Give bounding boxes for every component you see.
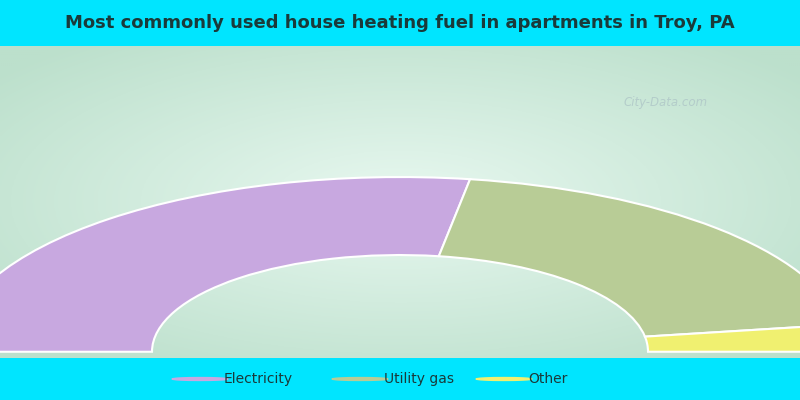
Wedge shape <box>0 177 470 352</box>
Circle shape <box>476 378 532 380</box>
Text: Most commonly used house heating fuel in apartments in Troy, PA: Most commonly used house heating fuel in… <box>65 14 735 32</box>
Wedge shape <box>645 324 800 352</box>
Circle shape <box>172 378 228 380</box>
Text: City-Data.com: City-Data.com <box>624 96 708 109</box>
Text: Other: Other <box>528 372 567 386</box>
Wedge shape <box>438 179 800 337</box>
Circle shape <box>332 378 388 380</box>
Text: Utility gas: Utility gas <box>384 372 454 386</box>
Text: Electricity: Electricity <box>224 372 293 386</box>
